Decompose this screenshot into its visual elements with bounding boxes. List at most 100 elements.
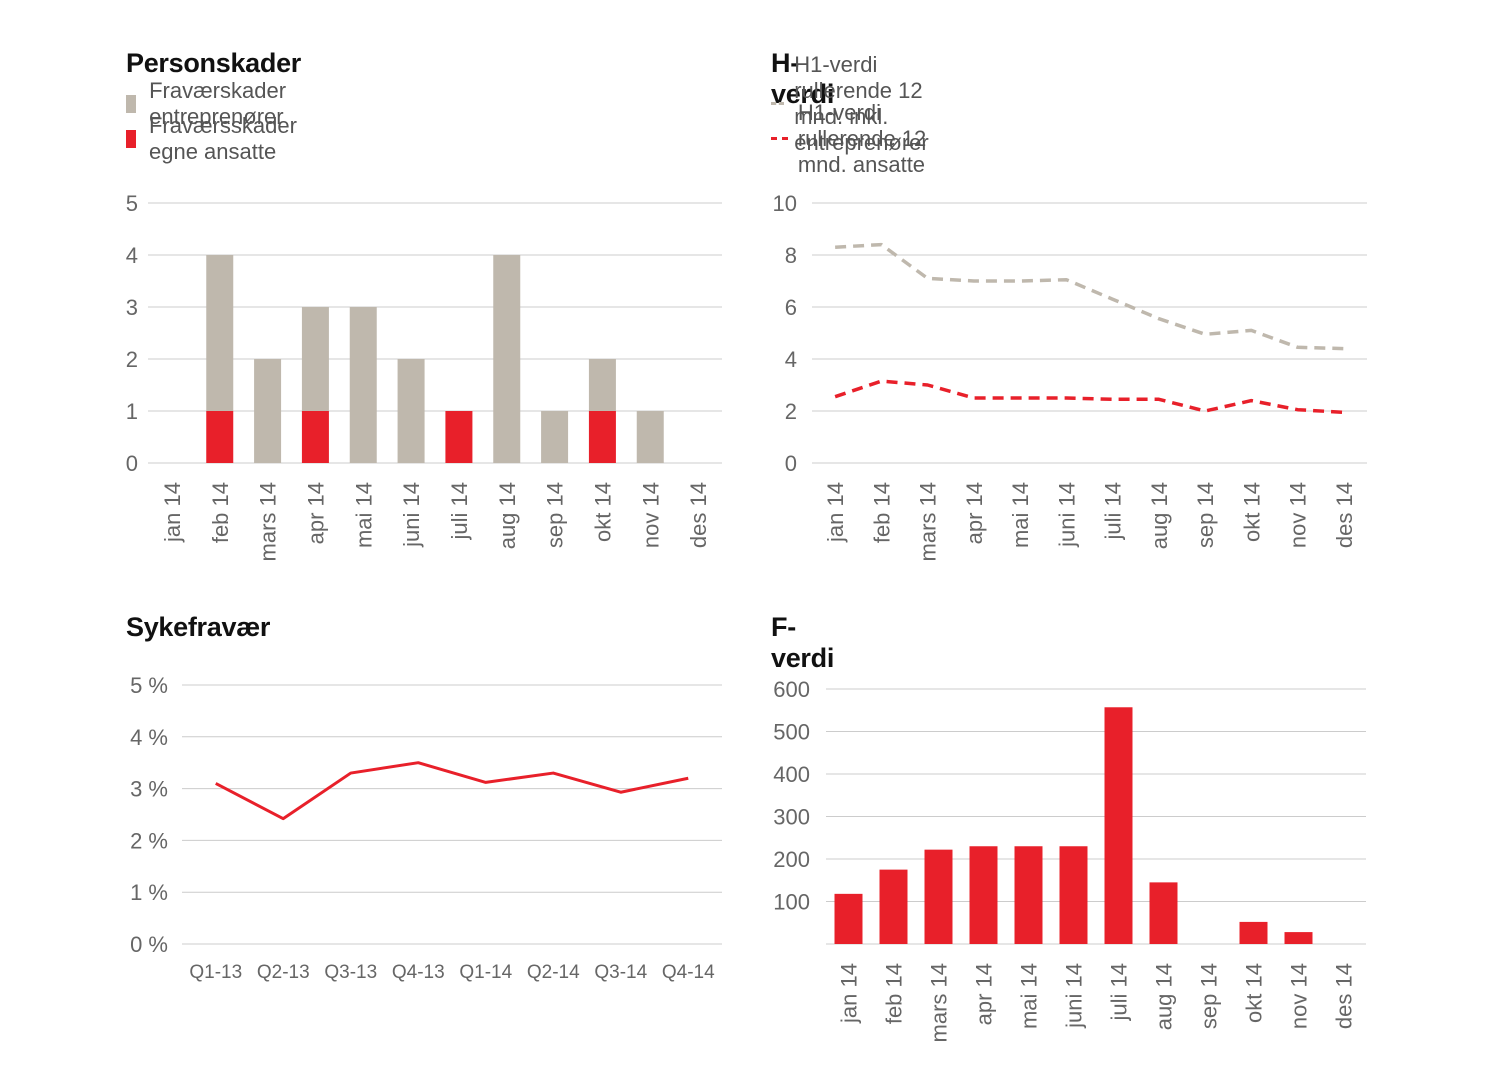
y-tick-label: 4 % (130, 725, 168, 750)
x-tick-label: Q3-13 (324, 962, 377, 983)
y-tick-label: 5 % (130, 673, 168, 698)
x-tick-label: des 14 (1332, 963, 1357, 1029)
bar (301, 411, 329, 463)
legend-item-h1-inkl: H1-verdi rullerende 12 mnd. inkl. entrep… (771, 52, 954, 155)
y-tick-label: 0 (126, 451, 138, 476)
legend-hverdi: H1-verdi rullerende 12 mnd. inkl. entrep… (771, 52, 954, 177)
y-tick-label: 2 (126, 347, 138, 372)
legend-item-h1-ansatte: H1-verdi rullerende 12 mnd. ansatte (771, 100, 954, 177)
x-tick-label: juni 14 (1062, 963, 1087, 1029)
y-tick-label: 0 (785, 451, 797, 476)
y-tick-label: 8 (785, 243, 797, 268)
x-tick-label: apr 14 (303, 482, 328, 544)
bar (397, 359, 425, 463)
bar (493, 255, 521, 463)
x-tick-label: Q4-13 (392, 962, 445, 983)
bar (924, 849, 953, 944)
y-tick-label: 500 (773, 720, 810, 745)
x-tick-label: mai 14 (351, 482, 376, 548)
legend-label: Fraværsskader egne ansatte (148, 112, 297, 164)
x-tick-label: mai 14 (1017, 963, 1042, 1029)
x-tick-label: jan 14 (823, 482, 848, 543)
bar (301, 307, 329, 411)
series-line (215, 761, 689, 821)
bar (541, 411, 569, 463)
x-tick-label: nov 14 (1287, 963, 1312, 1029)
x-tick-label: mars 14 (256, 482, 281, 561)
bar (1284, 932, 1313, 944)
x-tick-label: Q3-14 (594, 962, 647, 983)
y-tick-label: 1 % (130, 880, 168, 905)
y-tick-label: 200 (773, 847, 810, 872)
y-tick-label: 300 (773, 805, 810, 830)
x-tick-label: aug 14 (495, 482, 520, 549)
bar (879, 869, 908, 944)
y-tick-label: 1 (126, 399, 138, 424)
x-tick-label: des 14 (686, 482, 711, 548)
y-tick-label: 6 (785, 295, 797, 320)
y-tick-label: 4 (126, 243, 138, 268)
x-tick-label: sep 14 (1193, 482, 1218, 548)
x-tick-label: feb 14 (882, 963, 907, 1024)
bar (1014, 846, 1043, 944)
x-tick-label: Q4-14 (662, 962, 715, 983)
bar (969, 846, 998, 944)
x-tick-label: juni 14 (399, 482, 424, 548)
y-tick-label: 4 (785, 347, 797, 372)
legend-personskader: Fraværskader entreprenører Fraværsskader… (126, 78, 305, 164)
x-tick-label: juli 14 (1101, 482, 1126, 540)
y-tick-label: 400 (773, 762, 810, 787)
y-tick-label: 2 (785, 399, 797, 424)
chart-title-sykefravaer: Sykefravær (126, 612, 271, 642)
y-tick-label: 100 (773, 890, 810, 915)
x-tick-label: nov 14 (638, 482, 663, 548)
x-tick-label: feb 14 (869, 482, 894, 543)
bar (349, 307, 377, 463)
legend-swatch-red (126, 129, 136, 148)
legend-item-entreprenorer: Fraværskader entreprenører (126, 78, 305, 129)
x-tick-label: mars 14 (927, 963, 952, 1042)
series-line (835, 242, 1344, 351)
x-tick-label: jan 14 (160, 482, 185, 543)
legend-label: H1-verdi rullerende 12 mnd. inkl. entrep… (794, 51, 929, 155)
y-tick-label: 3 (126, 295, 138, 320)
legend-label: H1-verdi rullerende 12 mnd. ansatte (797, 99, 927, 177)
bar (206, 411, 234, 463)
x-tick-label: sep 14 (543, 482, 568, 548)
legend-dash-grey (771, 102, 785, 105)
x-tick-label: okt 14 (1239, 482, 1264, 542)
bar (588, 359, 616, 411)
bar (834, 893, 863, 944)
x-tick-label: des 14 (1332, 482, 1357, 548)
x-tick-label: Q1-14 (459, 962, 512, 983)
x-tick-label: apr 14 (972, 963, 997, 1025)
x-tick-label: aug 14 (1152, 963, 1177, 1030)
y-tick-label: 2 % (130, 828, 168, 853)
x-tick-label: Q2-14 (527, 962, 580, 983)
x-tick-label: jan 14 (837, 963, 862, 1024)
series-line (834, 379, 1344, 415)
legend-label: Fraværskader entreprenører (149, 77, 287, 129)
bar (445, 411, 473, 463)
bar (1059, 846, 1088, 944)
x-tick-label: mai 14 (1008, 482, 1033, 548)
bar (636, 411, 664, 463)
x-tick-label: juli 14 (447, 482, 472, 540)
x-tick-label: juli 14 (1107, 963, 1132, 1021)
x-tick-label: okt 14 (590, 482, 615, 542)
y-tick-label: 600 (773, 677, 810, 702)
x-tick-label: okt 14 (1242, 963, 1267, 1023)
bar (254, 359, 282, 463)
x-tick-label: apr 14 (962, 482, 987, 544)
x-tick-label: nov 14 (1286, 482, 1311, 548)
y-tick-label: 0 % (130, 932, 168, 957)
bar (1104, 707, 1133, 944)
bar (1239, 921, 1268, 944)
bar (1149, 882, 1178, 944)
y-tick-label: 10 (773, 191, 797, 216)
y-tick-label: 5 (126, 191, 138, 216)
x-tick-label: Q2-13 (257, 962, 310, 983)
legend-item-egne-ansatte: Fraværsskader egne ansatte (126, 113, 305, 164)
x-tick-label: juni 14 (1054, 482, 1079, 548)
